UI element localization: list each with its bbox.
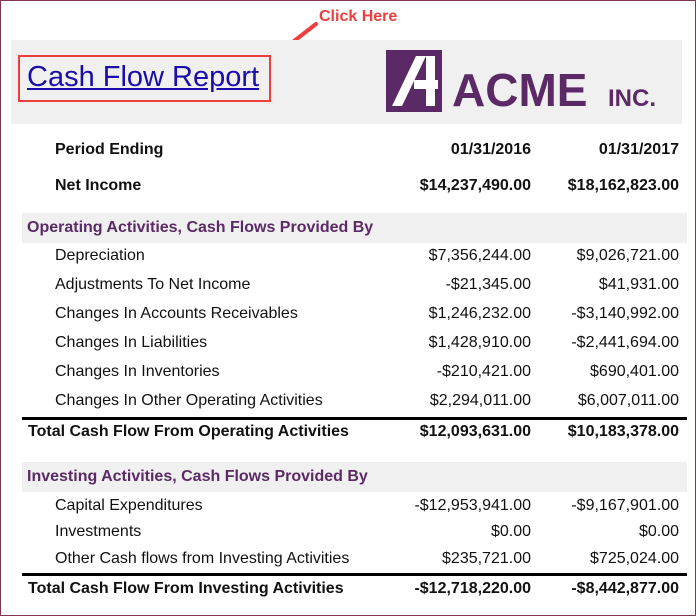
col1-value: $7,356,244.00 bbox=[428, 247, 531, 264]
col1-value: -$210,421.00 bbox=[436, 363, 531, 380]
col2-value: $18,162,823.00 bbox=[567, 177, 679, 194]
table-row: Other Cash flows from Investing Activiti… bbox=[0, 545, 696, 574]
col2-value: $725,024.00 bbox=[590, 550, 679, 567]
section-title: Investing Activities, Cash Flows Provide… bbox=[27, 468, 368, 485]
row-label: Total Cash Flow From Investing Activitie… bbox=[28, 580, 344, 597]
investing-section-header: Investing Activities, Cash Flows Provide… bbox=[22, 462, 687, 492]
col1-value: $235,721.00 bbox=[442, 550, 531, 567]
row-label: Depreciation bbox=[55, 247, 145, 264]
logo-name: ACME bbox=[452, 64, 587, 114]
col1-value: $12,093,631.00 bbox=[419, 423, 531, 440]
col1-value: -$21,345.00 bbox=[445, 276, 531, 293]
acme-logo: ACME INC. bbox=[386, 50, 656, 114]
col2-value: -$2,441,694.00 bbox=[571, 334, 679, 351]
click-here-callout: Click Here bbox=[319, 8, 398, 25]
row-label: Adjustments To Net Income bbox=[55, 276, 251, 293]
col2-value: $6,007,011.00 bbox=[577, 392, 679, 409]
table-row: Changes In Inventories -$210,421.00 $690… bbox=[0, 358, 696, 387]
table-row: Changes In Accounts Receivables $1,246,2… bbox=[0, 300, 696, 329]
col2-value: 01/31/2017 bbox=[598, 141, 679, 158]
total-divider bbox=[22, 417, 687, 420]
col1-value: 01/31/2016 bbox=[450, 141, 531, 158]
row-label: Changes In Other Operating Activities bbox=[55, 392, 323, 409]
col2-value: $0.00 bbox=[638, 523, 679, 540]
table-row: Adjustments To Net Income -$21,345.00 $4… bbox=[0, 271, 696, 300]
row-label: Period Ending bbox=[55, 141, 164, 158]
col1-value: -$12,953,941.00 bbox=[414, 497, 531, 514]
investing-total-row: Total Cash Flow From Investing Activitie… bbox=[0, 575, 696, 604]
table-row: Changes In Other Operating Activities $2… bbox=[0, 387, 696, 416]
row-label: Net Income bbox=[55, 177, 142, 194]
col1-value: $1,428,910.00 bbox=[428, 334, 531, 351]
col1-value: $14,237,490.00 bbox=[419, 177, 531, 194]
title-highlight-box bbox=[18, 55, 271, 102]
col2-value: -$9,167,901.00 bbox=[571, 497, 679, 514]
net-income-row: Net Income $14,237,490.00 $18,162,823.00 bbox=[0, 172, 696, 201]
row-label: Investments bbox=[55, 523, 142, 540]
table-row: Depreciation $7,356,244.00 $9,026,721.00 bbox=[0, 242, 696, 271]
row-label: Changes In Inventories bbox=[55, 363, 220, 380]
table-row: Changes In Liabilities $1,428,910.00 -$2… bbox=[0, 329, 696, 358]
col2-value: -$3,140,992.00 bbox=[571, 305, 679, 322]
col1-value: $1,246,232.00 bbox=[428, 305, 531, 322]
period-ending-row: Period Ending 01/31/2016 01/31/2017 bbox=[0, 136, 696, 165]
operating-section-header: Operating Activities, Cash Flows Provide… bbox=[22, 213, 687, 243]
logo-suffix: INC. bbox=[608, 85, 656, 112]
row-label: Capital Expenditures bbox=[55, 497, 203, 514]
row-label: Changes In Liabilities bbox=[55, 334, 208, 351]
row-label: Other Cash flows from Investing Activiti… bbox=[55, 550, 350, 567]
row-label: Total Cash Flow From Operating Activitie… bbox=[28, 423, 349, 440]
col2-value: $41,931.00 bbox=[598, 276, 679, 293]
operating-total-row: Total Cash Flow From Operating Activitie… bbox=[0, 418, 696, 447]
row-label: Changes In Accounts Receivables bbox=[55, 305, 298, 322]
col1-value: $0.00 bbox=[490, 523, 531, 540]
table-row: Capital Expenditures -$12,953,941.00 -$9… bbox=[0, 492, 696, 521]
cash-flow-report-link[interactable]: Cash Flow Report bbox=[27, 61, 260, 93]
section-title: Operating Activities, Cash Flows Provide… bbox=[27, 219, 374, 236]
col2-value: $690,401.00 bbox=[590, 363, 679, 380]
col1-value: $2,294,011.00 bbox=[429, 392, 531, 409]
col2-value: $10,183,378.00 bbox=[567, 423, 679, 440]
col2-value: -$8,442,877.00 bbox=[571, 580, 679, 597]
col2-value: $9,026,721.00 bbox=[576, 247, 679, 264]
col1-value: -$12,718,220.00 bbox=[414, 580, 531, 597]
total-divider bbox=[22, 573, 687, 576]
table-row: Investments $0.00 $0.00 bbox=[0, 518, 696, 547]
